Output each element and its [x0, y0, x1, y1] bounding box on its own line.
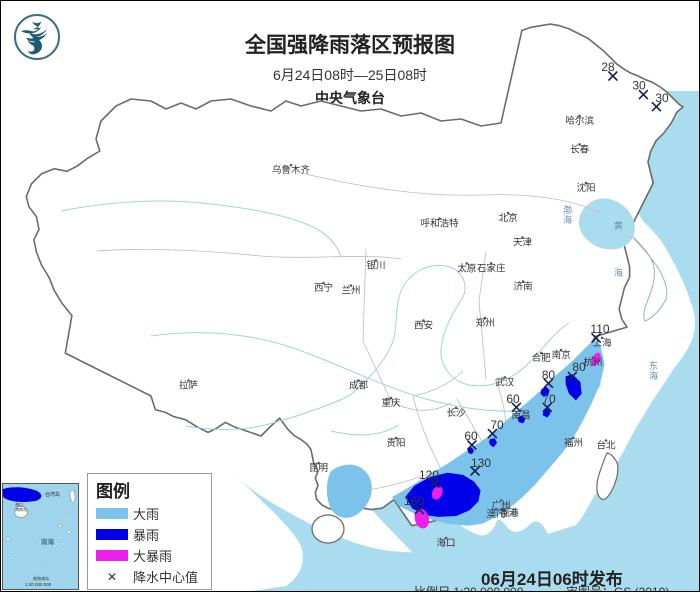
svg-text:30: 30 — [632, 79, 646, 93]
svg-text:海: 海 — [563, 214, 572, 225]
svg-text:台北: 台北 — [596, 440, 616, 452]
svg-text:60: 60 — [506, 392, 520, 406]
svg-text:60: 60 — [464, 429, 478, 443]
svg-text:武汉: 武汉 — [495, 376, 515, 388]
svg-text:昆明: 昆明 — [309, 463, 328, 474]
svg-text:哈尔滨: 哈尔滨 — [565, 115, 594, 127]
svg-text:北京: 北京 — [499, 212, 518, 224]
svg-text:呼和浩特: 呼和浩特 — [421, 218, 460, 230]
svg-text:天津: 天津 — [513, 238, 533, 249]
svg-text:南海: 南海 — [41, 537, 55, 546]
svg-text:30: 30 — [655, 91, 669, 105]
svg-text:70: 70 — [542, 392, 556, 406]
svg-text:长春: 长春 — [570, 143, 590, 155]
svg-text:160: 160 — [404, 494, 424, 508]
svg-text:杭州: 杭州 — [583, 357, 602, 369]
svg-text:沈阳: 沈阳 — [576, 182, 595, 194]
svg-text:成都: 成都 — [349, 380, 369, 392]
svg-text:济南: 济南 — [514, 281, 533, 293]
svg-text:海: 海 — [614, 267, 623, 278]
svg-text:重庆: 重庆 — [381, 397, 401, 409]
svg-text:南昌: 南昌 — [511, 410, 530, 422]
svg-text:南京: 南京 — [552, 349, 571, 361]
svg-text:郑州: 郑州 — [476, 317, 495, 329]
svg-text:东: 东 — [649, 360, 658, 371]
svg-text:西宁: 西宁 — [314, 282, 333, 294]
svg-text:石家庄: 石家庄 — [477, 262, 506, 274]
svg-text:海南岛: 海南岛 — [15, 506, 27, 512]
svg-text:台湾岛: 台湾岛 — [45, 491, 60, 498]
svg-text:兰州: 兰州 — [341, 285, 360, 297]
svg-text:上海: 上海 — [593, 337, 613, 349]
svg-text:福州: 福州 — [564, 437, 583, 449]
svg-text:28: 28 — [601, 60, 615, 74]
svg-text:拉萨: 拉萨 — [179, 380, 199, 392]
svg-text:南海诸岛: 南海诸岛 — [33, 575, 49, 581]
svg-text:乌鲁木齐: 乌鲁木齐 — [272, 164, 311, 176]
svg-text:西安: 西安 — [414, 320, 433, 332]
svg-text:海口: 海口 — [436, 537, 455, 549]
svg-text:1:40 000 000: 1:40 000 000 — [25, 582, 52, 587]
svg-text:80: 80 — [542, 368, 556, 382]
svg-text:长沙: 长沙 — [446, 407, 466, 419]
svg-text:黄: 黄 — [614, 220, 623, 231]
svg-text:海: 海 — [649, 370, 658, 381]
svg-text:130: 130 — [471, 456, 491, 470]
svg-text:110: 110 — [590, 322, 609, 336]
svg-text:120: 120 — [419, 468, 439, 482]
svg-text:合肥: 合肥 — [532, 352, 552, 364]
svg-text:70: 70 — [490, 418, 504, 432]
svg-text:澳门: 澳门 — [486, 508, 505, 520]
svg-text:贵阳: 贵阳 — [386, 437, 405, 449]
svg-text:太原: 太原 — [457, 262, 476, 274]
svg-text:渤: 渤 — [563, 204, 572, 215]
svg-text:银川: 银川 — [366, 260, 385, 272]
